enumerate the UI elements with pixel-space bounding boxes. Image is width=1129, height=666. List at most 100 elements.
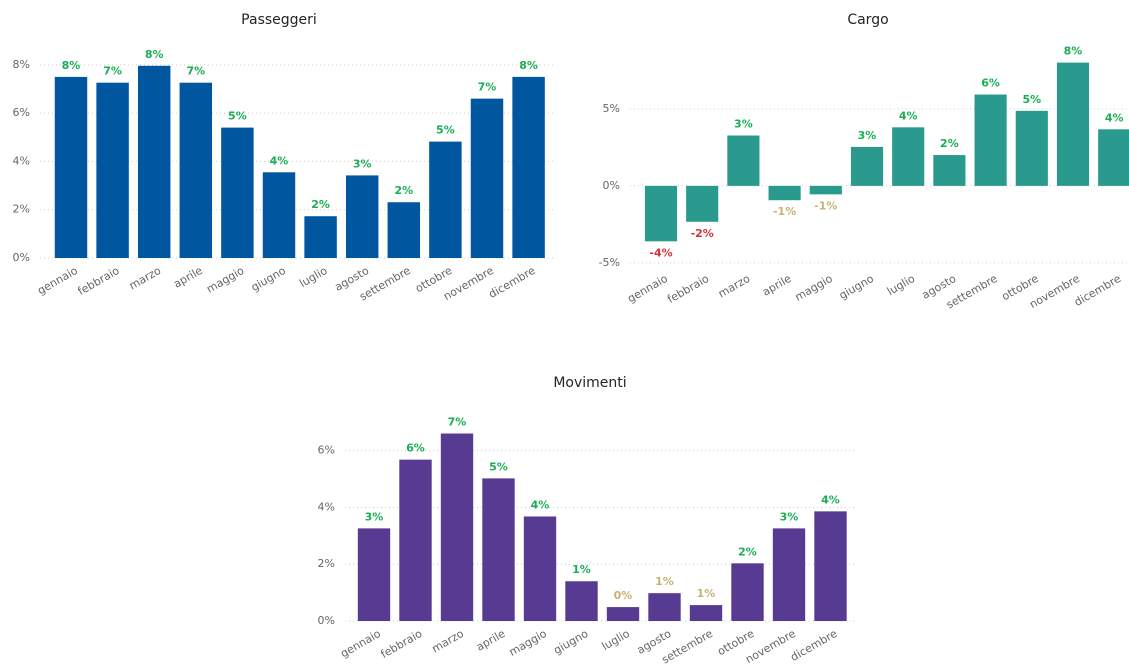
x-tick-label: giugno	[551, 627, 590, 657]
data-label: 5%	[436, 124, 455, 137]
x-tick-label: luglio	[600, 627, 633, 653]
data-label: 1%	[572, 563, 591, 576]
chart-title: Movimenti	[553, 375, 626, 391]
bar	[262, 172, 296, 258]
bar	[731, 563, 764, 621]
bar	[357, 528, 391, 621]
bar	[221, 127, 254, 258]
bar	[54, 76, 88, 258]
bar	[1056, 62, 1090, 186]
x-tick-label: gennaio	[625, 272, 670, 306]
bar	[933, 155, 966, 186]
data-label: 0%	[614, 589, 633, 602]
data-label: 4%	[531, 498, 550, 511]
y-tick-label: 8%	[13, 58, 30, 71]
x-tick-label: gennaio	[35, 264, 80, 298]
bar	[399, 459, 432, 621]
bar	[470, 98, 504, 258]
y-tick-label: 0%	[318, 614, 335, 627]
chart-title: Passeggeri	[241, 12, 317, 28]
data-label: 7%	[448, 416, 467, 429]
y-tick-label: 0%	[13, 251, 30, 264]
y-tick-label: 2%	[318, 557, 335, 570]
data-label: 8%	[1064, 45, 1083, 58]
x-tick-label: marzo	[430, 627, 467, 656]
bar	[387, 202, 421, 258]
x-tick-label: aprile	[760, 272, 794, 299]
data-label: 8%	[62, 59, 81, 72]
data-label: 3%	[353, 157, 372, 170]
y-tick-label: 6%	[13, 106, 30, 119]
bar	[523, 516, 557, 621]
bar	[482, 478, 515, 621]
bar	[606, 607, 640, 621]
data-label: 1%	[697, 587, 716, 600]
bar	[440, 433, 474, 621]
bar	[304, 216, 337, 258]
x-tick-label: luglio	[885, 272, 918, 298]
data-label: -1%	[773, 205, 796, 218]
data-label: 5%	[228, 110, 247, 123]
y-tick-label: 4%	[318, 500, 335, 513]
data-label: 5%	[489, 460, 508, 473]
y-tick-label: 2%	[13, 203, 30, 216]
y-tick-label: -5%	[599, 256, 620, 269]
x-tick-label: gennaio	[338, 627, 383, 661]
data-label: 3%	[858, 129, 877, 142]
data-label: 7%	[103, 65, 122, 78]
bar	[809, 185, 842, 195]
bar	[772, 528, 806, 621]
x-tick-label: aprile	[171, 264, 205, 291]
data-label: 5%	[1022, 93, 1041, 106]
bar	[644, 185, 678, 242]
bar	[727, 135, 760, 186]
data-label: 8%	[519, 59, 538, 72]
bar	[974, 94, 1007, 186]
x-tick-label: giugno	[837, 272, 876, 302]
x-tick-label: luglio	[297, 264, 330, 290]
x-tick-label: giugno	[249, 264, 288, 294]
chart-title: Cargo	[847, 12, 888, 28]
data-label: 3%	[780, 510, 799, 523]
data-label: 2%	[394, 184, 413, 197]
bar	[648, 593, 681, 621]
data-label: -1%	[814, 199, 837, 212]
data-label: 7%	[186, 65, 205, 78]
bar	[96, 82, 129, 258]
y-tick-label: 5%	[603, 102, 620, 115]
data-label: 4%	[270, 154, 289, 167]
data-label: 6%	[981, 77, 1000, 90]
y-tick-label: 0%	[603, 179, 620, 192]
x-tick-label: febbraio	[378, 627, 424, 661]
bar	[814, 511, 847, 621]
bar	[137, 65, 171, 258]
x-tick-label: dicembre	[486, 264, 537, 301]
data-label: -4%	[649, 246, 672, 259]
x-tick-label: maggio	[204, 264, 246, 296]
bar	[512, 76, 545, 258]
x-tick-label: febbraio	[76, 264, 122, 298]
x-tick-label: maggio	[793, 272, 835, 304]
bar	[686, 185, 719, 222]
data-label: -2%	[691, 227, 714, 240]
y-tick-label: 4%	[13, 154, 30, 167]
x-tick-label: dicembre	[1072, 272, 1123, 309]
data-label: 6%	[406, 442, 425, 455]
data-label: 4%	[1105, 111, 1124, 124]
data-label: 7%	[478, 81, 497, 94]
data-label: 3%	[734, 117, 753, 130]
data-label: 2%	[311, 198, 330, 211]
x-tick-label: aprile	[474, 627, 508, 654]
bar	[892, 127, 925, 186]
x-tick-label: maggio	[507, 627, 549, 659]
bar	[689, 605, 723, 621]
x-tick-label: dicembre	[788, 627, 839, 664]
bar	[179, 82, 213, 258]
bar	[1098, 129, 1129, 186]
bar	[429, 141, 462, 258]
data-label: 1%	[655, 575, 674, 588]
data-label: 4%	[821, 493, 840, 506]
x-tick-label: febbraio	[665, 272, 711, 306]
x-tick-label: marzo	[127, 264, 164, 293]
